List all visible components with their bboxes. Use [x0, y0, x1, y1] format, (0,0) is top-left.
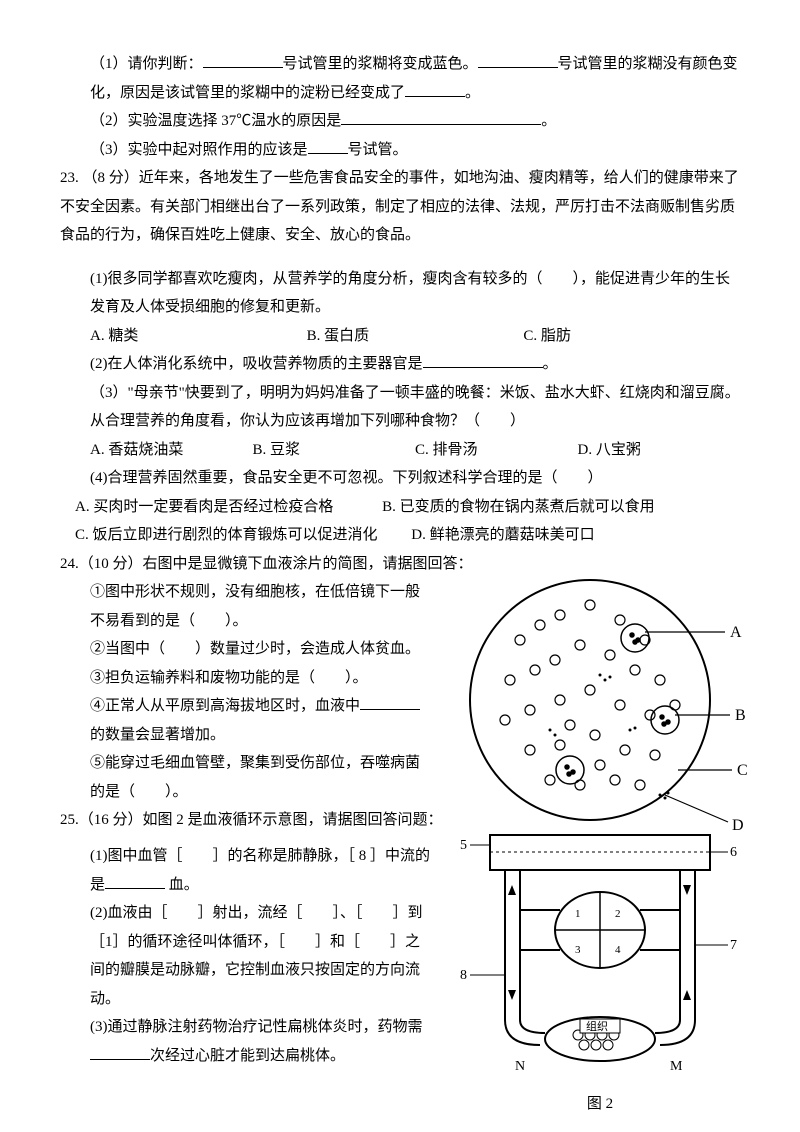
- q22-1-text-a: （1）请你判断：: [90, 56, 203, 72]
- label-7: 7: [730, 938, 737, 953]
- blood-smear-figure: A B C D: [460, 570, 750, 840]
- option-c[interactable]: C. 脂肪: [523, 322, 740, 351]
- question-24: 24.（10 分）右图中是显微镜下血液涂片的简图，请据图回答： ①图中形状不规则…: [60, 550, 740, 807]
- option-d[interactable]: D. 鲜艳漂亮的蘑菇味美可口: [411, 527, 594, 543]
- label-5: 5: [460, 838, 467, 853]
- q24-sub4-b: 的数量会显著增加。: [90, 727, 225, 743]
- q23-sub2-b: 。: [543, 356, 558, 372]
- blank[interactable]: [423, 350, 543, 368]
- circulation-figure: 1 2 3 4 组织: [460, 825, 740, 1119]
- q25-sub3-a: (3)通过静脉注射药物治疗记性扁桃体炎时，药物需: [90, 1019, 423, 1035]
- label-c: C: [737, 762, 748, 779]
- label-b: B: [735, 707, 746, 724]
- q24-sub2: ②当图中（ ）数量过少时，会造成人体贫血。: [60, 635, 420, 664]
- blank[interactable]: [203, 50, 283, 68]
- svg-text:3: 3: [575, 944, 581, 956]
- tissue-label: 组织: [586, 1019, 608, 1033]
- blank[interactable]: [90, 1042, 150, 1060]
- blank[interactable]: [405, 79, 465, 97]
- label-a: A: [730, 624, 742, 641]
- label-m: M: [670, 1059, 683, 1074]
- blank[interactable]: [308, 136, 348, 154]
- q24-sub3: ③担负运输养料和废物功能的是（ ）。: [60, 664, 420, 693]
- q23-sub4: (4)合理营养固然重要，食品安全更不可忽视。下列叙述科学合理的是（ ）: [60, 464, 740, 493]
- q23-sub3: （3）"母亲节"快要到了，明明为妈妈准备了一顿丰盛的晚餐：米饭、盐水大虾、红烧肉…: [60, 379, 740, 436]
- blank[interactable]: [105, 871, 165, 889]
- blank[interactable]: [360, 692, 420, 710]
- svg-text:1: 1: [575, 908, 581, 920]
- q22-continuation: （1）请你判断：号试管里的浆糊将变成蓝色。号试管里的浆糊没有颜色变化，原因是该试…: [60, 50, 740, 164]
- q22-2-text-b: 。: [541, 113, 556, 129]
- label-8: 8: [460, 968, 467, 983]
- q22-1-text-d: 。: [465, 85, 480, 101]
- q23-num: 23.: [60, 170, 79, 186]
- blank[interactable]: [478, 50, 558, 68]
- q25-sub2: (2)血液由［ ］射出，流经［ ］、［ ］到［1］的循环途径叫体循环，［ ］和［…: [60, 899, 430, 1013]
- option-a[interactable]: A. 香菇烧油菜: [90, 436, 253, 465]
- q22-3-text-b: 号试管。: [348, 142, 408, 158]
- option-b[interactable]: B. 已变质的食物在锅内蒸煮后就可以食用: [382, 499, 655, 515]
- option-b[interactable]: B. 豆浆: [253, 436, 416, 465]
- blood-smear-svg: A B C D: [460, 570, 750, 840]
- q22-2-text-a: （2）实验温度选择 37℃温水的原因是: [90, 113, 341, 129]
- figure-2-label: 图 2: [460, 1090, 740, 1119]
- q23-sub1-options: A. 糖类 B. 蛋白质 C. 脂肪: [60, 322, 740, 351]
- q24-sub4-a: ④正常人从平原到高海拔地区时，血液中: [90, 698, 360, 714]
- option-d[interactable]: D. 八宝粥: [578, 436, 741, 465]
- q23-sub1: (1)很多同学都喜欢吃瘦肉，从营养学的角度分析，瘦肉含有较多的（ ），能促进青少…: [60, 265, 740, 322]
- option-a[interactable]: A. 买肉时一定要看肉是否经过检疫合格: [75, 499, 333, 515]
- label-6: 6: [730, 845, 737, 860]
- option-b[interactable]: B. 蛋白质: [307, 322, 524, 351]
- q24-sub5: ⑤能穿过毛细血管壁，聚集到受伤部位，吞噬病菌的是（ ）。: [60, 749, 420, 806]
- q22-3-text-a: （3）实验中起对照作用的应该是: [90, 142, 308, 158]
- option-c[interactable]: C. 饭后立即进行剧烈的体育锻炼可以促进消化: [75, 527, 378, 543]
- label-n: N: [515, 1059, 525, 1074]
- circulation-svg: 1 2 3 4 组织: [460, 825, 740, 1085]
- option-a[interactable]: A. 糖类: [90, 322, 307, 351]
- q23-head: （8 分）近年来，各地发生了一些危害食品安全的事件，如地沟油、瘦肉精等，给人们的…: [60, 170, 739, 243]
- q23-sub3-options: A. 香菇烧油菜 B. 豆浆 C. 排骨汤 D. 八宝粥: [60, 436, 740, 465]
- q24-sub1: ①图中形状不规则，没有细胞核，在低倍镜下一般不易看到的是（ ）。: [60, 578, 420, 635]
- q25-sub3-b: 次经过心脏才能到达扁桃体。: [150, 1048, 345, 1064]
- option-c[interactable]: C. 排骨汤: [415, 436, 578, 465]
- question-23: 23. （8 分）近年来，各地发生了一些危害食品安全的事件，如地沟油、瘦肉精等，…: [60, 164, 740, 550]
- svg-text:2: 2: [615, 908, 621, 920]
- svg-text:4: 4: [615, 944, 621, 956]
- q22-1-text-b: 号试管里的浆糊将变成蓝色。: [283, 56, 478, 72]
- question-25: (1)图中血管［ ］的名称是肺静脉，［ 8 ］中流的是 血。 (2)血液由［ ］…: [60, 835, 740, 1071]
- blank[interactable]: [341, 107, 541, 125]
- q25-sub1-b: 血。: [165, 877, 199, 893]
- q23-sub2-a: (2)在人体消化系统中，吸收营养物质的主要器官是: [90, 356, 423, 372]
